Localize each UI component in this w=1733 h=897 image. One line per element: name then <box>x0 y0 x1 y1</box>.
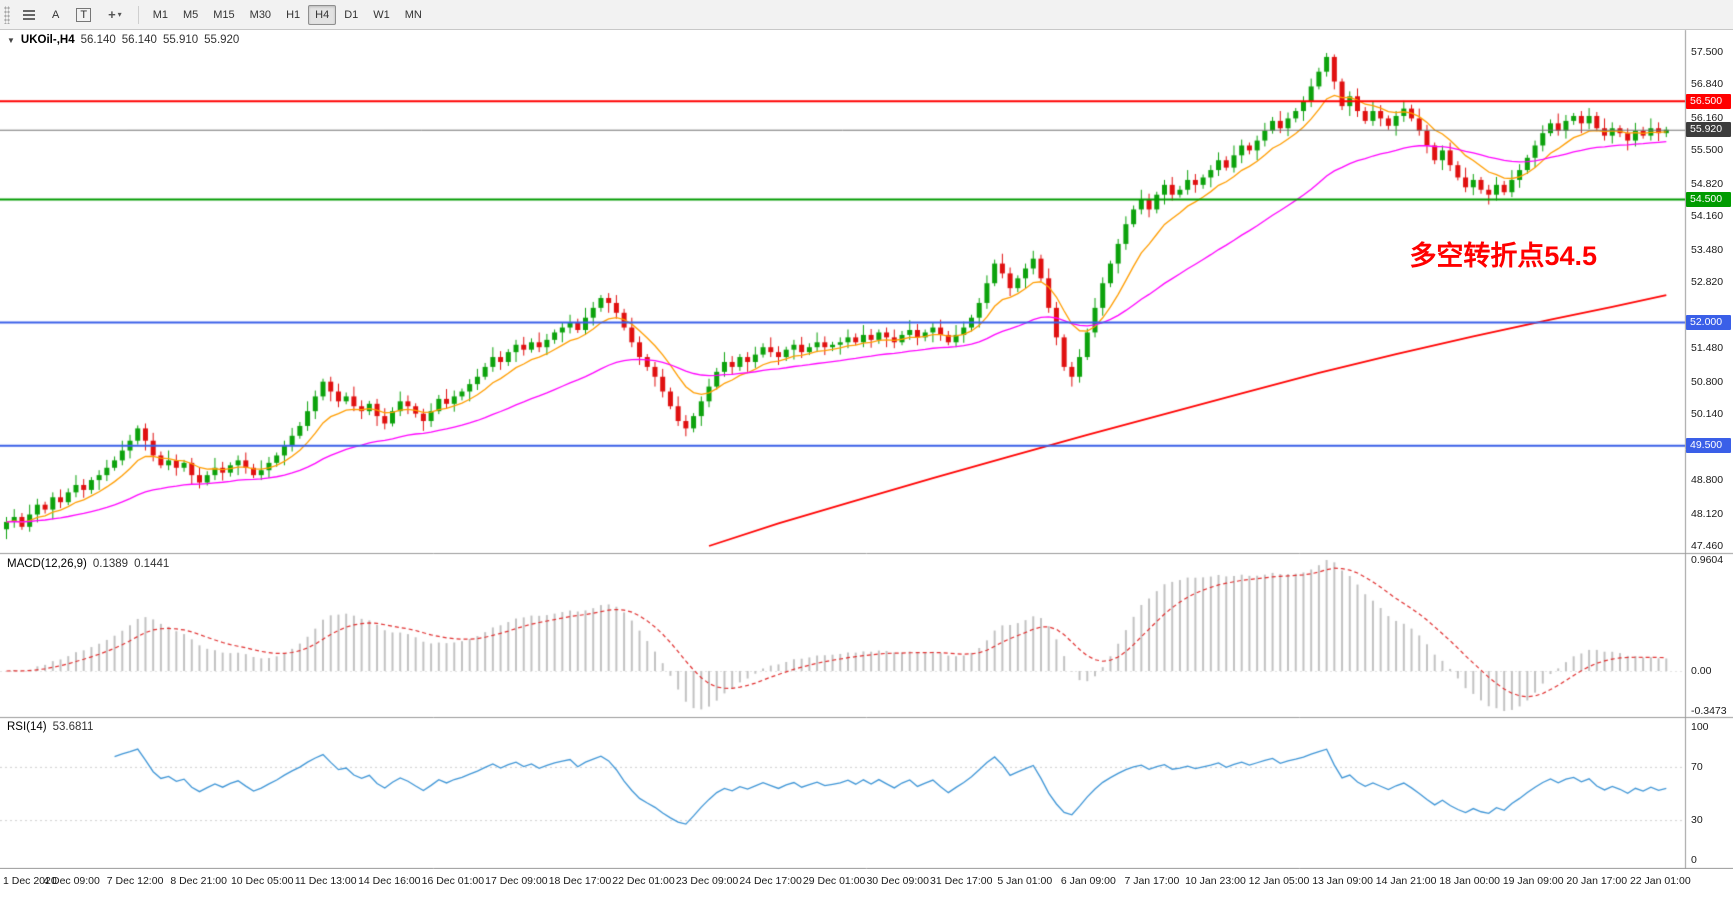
text-tool-button[interactable]: T <box>68 4 99 26</box>
chart-annotation: 多空转折点54.5 <box>1409 241 1597 272</box>
rsi-tick-label: 70 <box>1691 760 1703 773</box>
timeframe-d1-button[interactable]: D1 <box>337 5 365 25</box>
time-axis-label: 24 Dec 17:00 <box>739 875 802 887</box>
price-level-badge: 52.000 <box>1686 315 1731 331</box>
price-tick-label: 48.800 <box>1691 474 1724 487</box>
time-axis[interactable]: 1 Dec 2020 4 Dec 09:00 7 Dec 12:00 8 Dec 21… <box>0 869 1733 897</box>
chart-ohlc-header: ▼ UKOil-,H4 56.140 56.140 55.910 55.920 <box>7 34 239 46</box>
macd-tick-label: 0.00 <box>1691 665 1712 677</box>
price-tick-label: 56.840 <box>1691 78 1724 91</box>
chart-menu-icon[interactable] <box>15 4 43 26</box>
price-tick-label: 51.480 <box>1691 342 1724 355</box>
ohlc-low: 55.910 <box>162 34 199 46</box>
time-axis-label: 14 Dec 16:00 <box>358 875 421 887</box>
macd-signal-value: 0.1441 <box>134 558 170 570</box>
time-axis-label: 22 Dec 01:00 <box>612 875 675 887</box>
current-price-badge: 55.920 <box>1686 122 1731 138</box>
time-axis-label: 30 Dec 09:00 <box>866 875 929 887</box>
price-tick-label: 50.140 <box>1691 408 1724 421</box>
price-tick-label: 48.120 <box>1691 507 1724 520</box>
price-tick-label: 56.160 <box>1691 111 1724 124</box>
time-axis-label: 17 Dec 09:00 <box>485 875 548 887</box>
time-axis-label: 10 Dec 05:00 <box>230 875 294 887</box>
time-axis-label: 22 Jan 01:00 <box>1629 875 1691 887</box>
time-axis-label: 19 Jan 09:00 <box>1502 875 1564 887</box>
price-tick-label: 55.500 <box>1691 144 1724 157</box>
rsi-header: RSI(14) 53.6811 <box>7 721 93 733</box>
macd-main-value: 0.1389 <box>92 558 129 570</box>
chevron-down-icon: ▾ <box>117 10 122 19</box>
macd-tick-label: -0.3473 <box>1691 705 1727 717</box>
crosshair-icon: + <box>108 7 116 22</box>
time-axis-label: 7 Jan 17:00 <box>1124 875 1180 887</box>
time-axis-label: 18 Dec 17:00 <box>548 875 612 887</box>
time-axis-label: 1 Dec 2020 <box>3 875 57 887</box>
timeframe-m30-button[interactable]: M30 <box>243 5 278 25</box>
symbol-label: UKOil-,H4 <box>20 34 75 46</box>
text-tool-label: T <box>76 7 92 22</box>
toolbar-separator <box>137 5 139 24</box>
time-axis-label: 29 Dec 01:00 <box>802 875 866 887</box>
time-axis-label: 10 Jan 23:00 <box>1185 875 1246 887</box>
price-tick-label: 47.460 <box>1691 540 1724 552</box>
macd-header: MACD(12,26,9) 0.1389 0.1441 <box>7 558 169 570</box>
macd-label: MACD(12,26,9) <box>7 558 87 570</box>
time-axis-label: 18 Jan 00:00 <box>1439 875 1500 887</box>
time-axis-label: 12 Jan 05:00 <box>1248 875 1310 887</box>
price-tick-label: 50.800 <box>1691 375 1724 388</box>
rsi-tick-label: 0 <box>1691 854 1697 866</box>
timeframe-w1-button[interactable]: W1 <box>366 5 397 25</box>
time-axis-label: 14 Jan 21:00 <box>1375 875 1437 887</box>
collapse-triangle-icon[interactable]: ▼ <box>7 35 15 45</box>
time-axis-label: 5 Jan 01:00 <box>997 875 1053 887</box>
timeframe-h1-button[interactable]: H1 <box>279 5 307 25</box>
macd-tick-label: 0.9604 <box>1691 554 1724 566</box>
ohlc-high: 56.140 <box>121 34 157 46</box>
annotation-tool-button[interactable]: A <box>44 5 67 25</box>
price-level-badge: 49.500 <box>1686 438 1731 454</box>
toolbar-drag-handle[interactable] <box>4 5 10 24</box>
price-level-badge: 54.500 <box>1686 192 1731 208</box>
ohlc-open: 56.140 <box>80 34 116 46</box>
price-axis[interactable]: 57.500 56.840 56.160 55.500 54.820 54.160 53.4… <box>1686 0 1733 897</box>
time-axis-label: 20 Jan 17:00 <box>1566 875 1628 887</box>
time-axis-label: 31 Dec 17:00 <box>930 875 993 887</box>
timeframe-group: M1 M5 M15 M30 H1 H4 D1 W1 MN <box>146 4 430 25</box>
rsi-value: 53.6811 <box>52 721 94 733</box>
time-axis-label: 6 Jan 09:00 <box>1060 875 1116 887</box>
time-axis-label: 16 Dec 01:00 <box>421 875 485 887</box>
timeframe-h4-button[interactable]: H4 <box>308 4 337 25</box>
hamburger-icon <box>23 8 35 22</box>
price-tick-label: 54.820 <box>1691 177 1724 190</box>
time-axis-label: 8 Dec 21:00 <box>170 875 227 887</box>
price-tick-label: 53.480 <box>1691 243 1724 256</box>
price-level-badge: 56.500 <box>1686 93 1731 109</box>
rsi-tick-label: 100 <box>1691 721 1709 733</box>
rsi-tick-label: 30 <box>1691 814 1703 827</box>
price-tick-label: 57.500 <box>1691 46 1724 58</box>
price-tick-label: 52.820 <box>1691 276 1724 289</box>
timeframe-m5-button[interactable]: M5 <box>176 5 205 25</box>
time-axis-label: 13 Jan 09:00 <box>1312 875 1373 887</box>
price-tick-label: 54.160 <box>1691 210 1724 223</box>
time-axis-label: 11 Dec 13:00 <box>294 875 357 887</box>
chart-toolbar: A T + ▾ M1 M5 M15 M30 H1 H4 D1 W1 MN <box>0 0 1733 30</box>
time-axis-label: 23 Dec 09:00 <box>675 875 739 887</box>
ohlc-close: 55.920 <box>204 34 240 46</box>
time-axis-label: 4 Dec 09:00 <box>43 875 100 887</box>
rsi-label: RSI(14) <box>7 721 47 733</box>
time-axis-label: 7 Dec 12:00 <box>106 875 164 887</box>
drawing-tools-button[interactable]: + ▾ <box>100 5 130 24</box>
timeframe-m1-button[interactable]: M1 <box>146 5 175 25</box>
timeframe-m15-button[interactable]: M15 <box>206 5 241 25</box>
timeframe-mn-button[interactable]: MN <box>398 5 429 25</box>
